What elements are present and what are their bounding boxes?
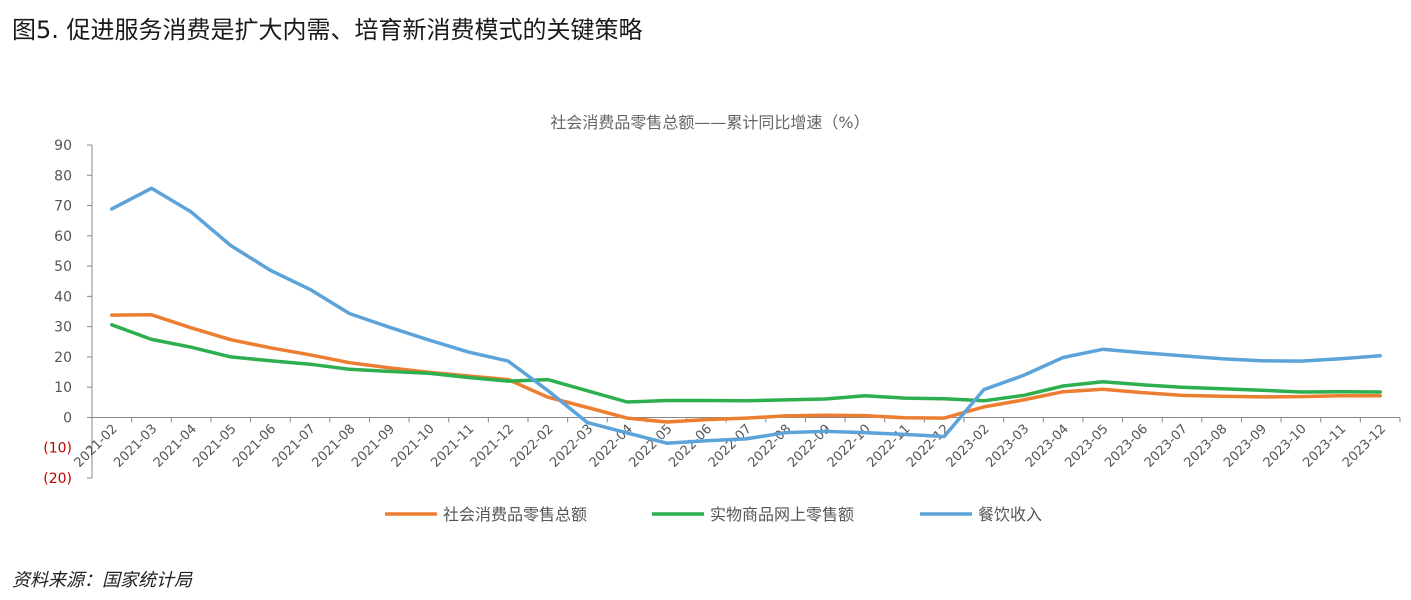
series-lines: [110, 186, 1382, 445]
y-tick-label: 10: [54, 380, 72, 396]
y-tick-label: 70: [54, 199, 72, 215]
y-tick-label: 0: [63, 410, 72, 426]
y-tick-label: (10): [43, 441, 72, 457]
y-tick-label: 30: [54, 320, 72, 336]
y-tick-label: 60: [54, 229, 72, 245]
series-line: [110, 323, 1382, 404]
legend: 社会消费品零售总额 实物商品网上零售额 餐饮收入: [385, 505, 1042, 524]
y-tick-label: 20: [54, 350, 72, 366]
figure-title: 图5. 促进服务消费是扩大内需、培育新消费模式的关键策略: [12, 16, 643, 44]
series-line: [110, 313, 1382, 424]
source-note: 资料来源：国家统计局: [12, 570, 192, 591]
x-tick-label: 2023-12: [1340, 422, 1389, 471]
y-tick-label: 40: [54, 289, 72, 305]
y-tick-label: 80: [54, 168, 72, 184]
x-axis-ticks: 2021-022021-032021-042021-052021-062021-…: [72, 422, 1389, 471]
series-line: [110, 186, 1382, 445]
legend-label: 社会消费品零售总额: [443, 505, 587, 524]
y-tick-label: 90: [54, 138, 72, 154]
y-tick-label: 50: [54, 259, 72, 275]
chart-title: 社会消费品零售总额——累计同比增速（%）: [550, 113, 869, 132]
legend-label: 实物商品网上零售额: [710, 505, 854, 524]
y-axis-ticks: 90 80 70 60 50 40 30 20 10 0 (10) (20): [43, 138, 72, 487]
y-tick-label: (20): [43, 471, 72, 487]
legend-label: 餐饮收入: [978, 505, 1042, 524]
